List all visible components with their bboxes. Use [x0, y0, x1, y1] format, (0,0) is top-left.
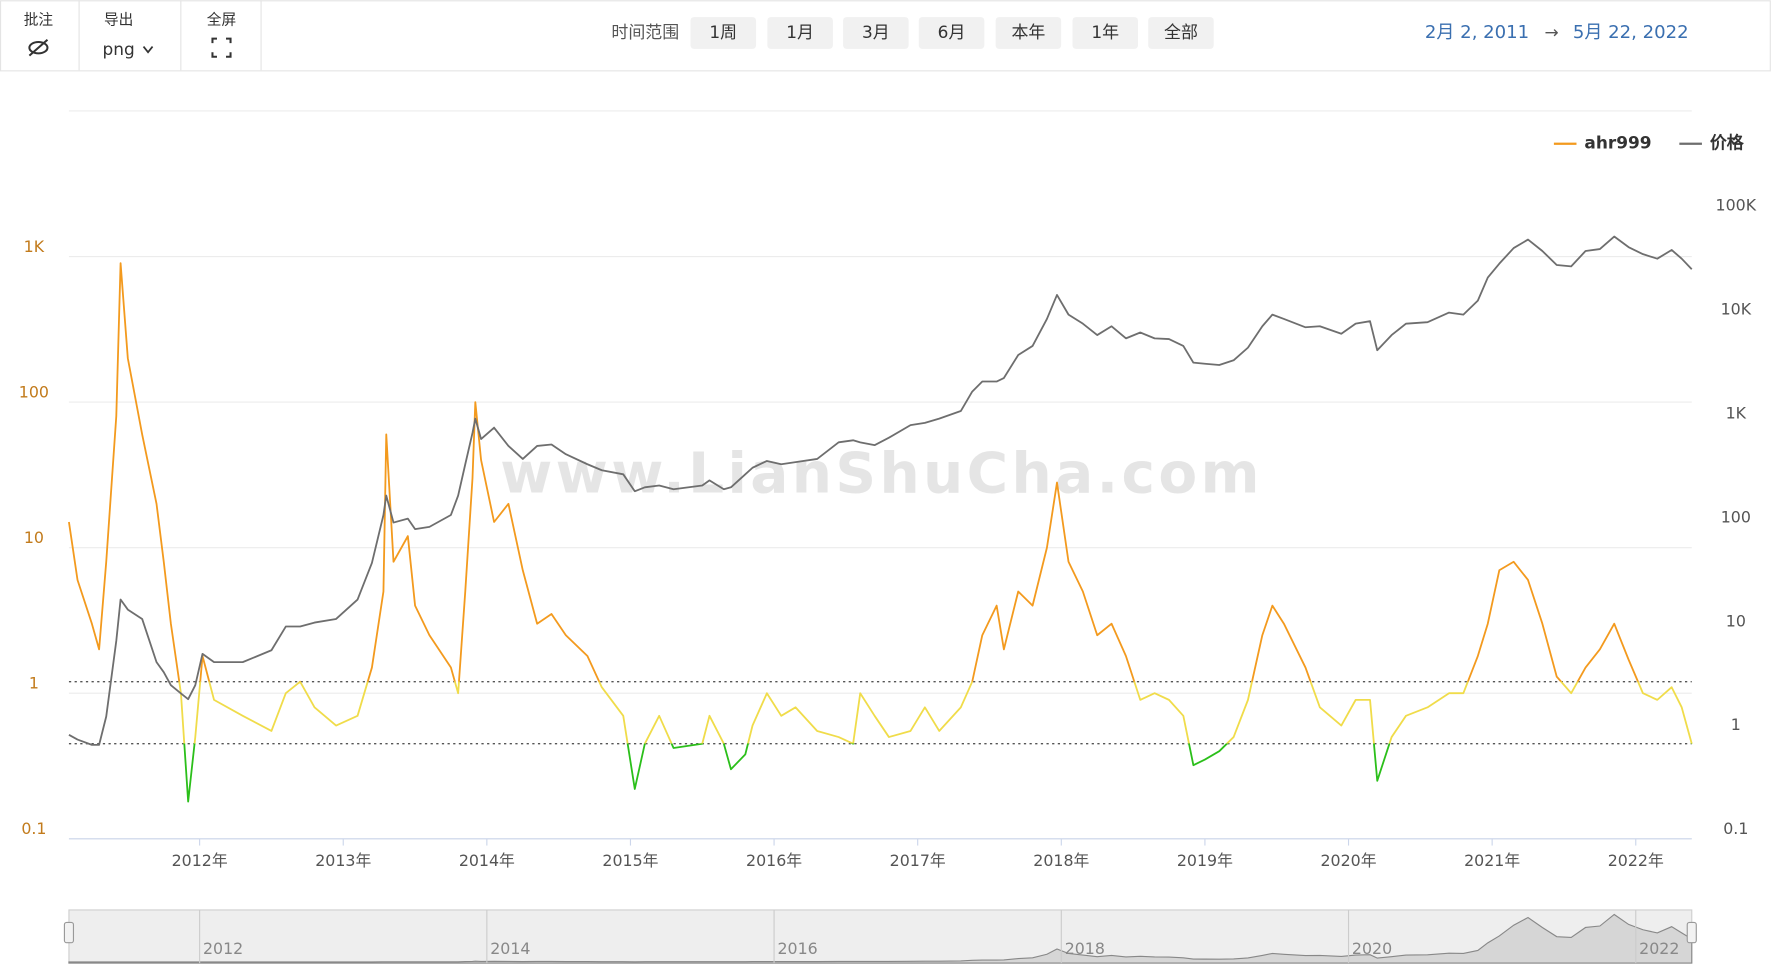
export-button[interactable]: 导出 png [103, 12, 154, 59]
watermark: www.LianShuCha.com [500, 442, 1263, 507]
y2-tick-label: 1K [1726, 403, 1747, 422]
navigator-series [68, 913, 1693, 964]
y-tick-label: 100 [19, 383, 49, 402]
y2-tick-label: 0.1 [1723, 819, 1748, 838]
range-button-label[interactable]: 1月 [786, 22, 814, 42]
legend-label[interactable]: ahr999 [1584, 133, 1651, 153]
navigator-handle[interactable] [63, 921, 75, 944]
navigator-handle[interactable] [1686, 921, 1697, 944]
x-tick-label: 2017年 [890, 851, 946, 870]
navigator-label: 2018 [1065, 939, 1105, 958]
range-button-label[interactable]: 3月 [862, 22, 890, 42]
range-button-label[interactable]: 1周 [709, 22, 737, 42]
range-button-label[interactable]: 6月 [938, 22, 966, 42]
x-tick-label: 2013年 [315, 851, 371, 870]
navigator-label: 2022 [1639, 939, 1679, 958]
range-button[interactable] [767, 17, 833, 49]
format-label: png [103, 39, 135, 59]
x-tick-label: 2012年 [172, 851, 228, 870]
y-tick-label: 1 [29, 674, 39, 693]
range-button[interactable] [690, 17, 757, 49]
y2-tick-label: 10K [1721, 299, 1752, 318]
navigator-label: 2020 [1352, 939, 1392, 958]
export-label: 导出 [104, 12, 133, 29]
eye-icon [28, 41, 49, 55]
range-label: 时间范围 [611, 22, 679, 42]
annotate-label: 批注 [24, 12, 54, 29]
navigator-label: 2012 [203, 939, 243, 958]
y-tick-label: 1K [24, 237, 45, 256]
range-button[interactable] [918, 17, 985, 49]
range-button[interactable] [1148, 17, 1214, 49]
y-tick-label: 0.1 [21, 819, 46, 838]
x-tick-label: 2019年 [1177, 851, 1233, 870]
fullscreen-icon [211, 37, 232, 58]
fullscreen-label: 全屏 [207, 11, 236, 29]
series-line [68, 262, 1693, 803]
range-button[interactable] [995, 17, 1062, 49]
navigator-label: 2016 [777, 939, 817, 958]
x-tick-label: 2014年 [459, 851, 515, 870]
y-tick-label: 10 [24, 528, 44, 547]
legend-label[interactable]: 价格 [1710, 133, 1745, 153]
range-buttons: 1周 1月 3月 6月 本年 1年 全部 [690, 17, 1214, 49]
navigator-label: 2014 [490, 939, 530, 958]
range-button[interactable] [843, 17, 909, 49]
series-line [68, 235, 1693, 746]
x-tick-label: 2018年 [1033, 851, 1089, 870]
range-button-label[interactable]: 本年 [1011, 22, 1045, 42]
date-from[interactable]: 2月 2, 2011 [1425, 22, 1529, 43]
fullscreen-button[interactable]: 全屏 [207, 11, 236, 58]
date-arrow: → [1545, 22, 1559, 42]
y2-tick-label: 1 [1731, 715, 1741, 734]
range-button[interactable] [1072, 17, 1139, 49]
y2-tick-label: 100K [1716, 195, 1757, 214]
x-tick-label: 2021年 [1464, 851, 1520, 870]
y2-tick-label: 10 [1726, 611, 1746, 630]
x-tick-label: 2022年 [1608, 851, 1664, 870]
x-tick-label: 2020年 [1320, 851, 1376, 870]
y2-tick-label: 100 [1721, 507, 1751, 526]
date-to[interactable]: 5月 22, 2022 [1573, 22, 1689, 43]
chevron [142, 46, 154, 54]
x-tick-label: 2015年 [602, 851, 658, 870]
eye-slash [28, 39, 49, 57]
x-tick-label: 2016年 [746, 851, 802, 870]
annotate-button[interactable]: 批注 [24, 12, 54, 57]
range-button-label[interactable]: 全部 [1164, 22, 1198, 42]
range-button-label[interactable]: 1年 [1091, 22, 1119, 42]
